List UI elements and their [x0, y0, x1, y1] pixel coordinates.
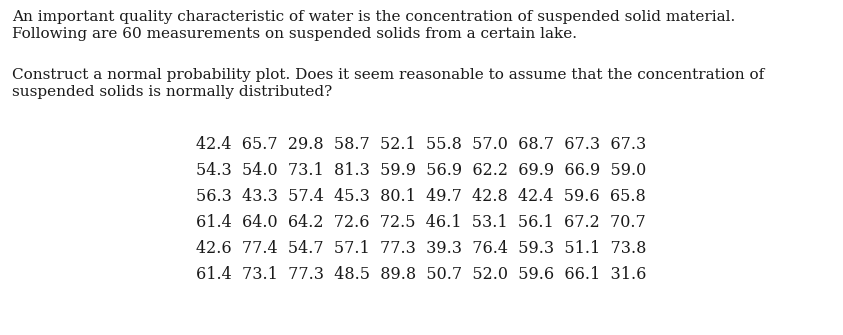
- Text: 54.3  54.0  73.1  81.3  59.9  56.9  62.2  69.9  66.9  59.0: 54.3 54.0 73.1 81.3 59.9 56.9 62.2 69.9 …: [196, 162, 646, 179]
- Text: An important quality characteristic of water is the concentration of suspended s: An important quality characteristic of w…: [12, 10, 735, 24]
- Text: Following are 60 measurements on suspended solids from a certain lake.: Following are 60 measurements on suspend…: [12, 27, 577, 41]
- Text: 42.6  77.4  54.7  57.1  77.3  39.3  76.4  59.3  51.1  73.8: 42.6 77.4 54.7 57.1 77.3 39.3 76.4 59.3 …: [196, 240, 647, 257]
- Text: 42.4  65.7  29.8  58.7  52.1  55.8  57.0  68.7  67.3  67.3: 42.4 65.7 29.8 58.7 52.1 55.8 57.0 68.7 …: [196, 136, 646, 153]
- Text: suspended solids is normally distributed?: suspended solids is normally distributed…: [12, 85, 332, 99]
- Text: 56.3  43.3  57.4  45.3  80.1  49.7  42.8  42.4  59.6  65.8: 56.3 43.3 57.4 45.3 80.1 49.7 42.8 42.4 …: [196, 188, 646, 205]
- Text: Construct a normal probability plot. Does it seem reasonable to assume that the : Construct a normal probability plot. Doe…: [12, 68, 764, 82]
- Text: 61.4  73.1  77.3  48.5  89.8  50.7  52.0  59.6  66.1  31.6: 61.4 73.1 77.3 48.5 89.8 50.7 52.0 59.6 …: [196, 266, 647, 283]
- Text: 61.4  64.0  64.2  72.6  72.5  46.1  53.1  56.1  67.2  70.7: 61.4 64.0 64.2 72.6 72.5 46.1 53.1 56.1 …: [196, 214, 646, 231]
